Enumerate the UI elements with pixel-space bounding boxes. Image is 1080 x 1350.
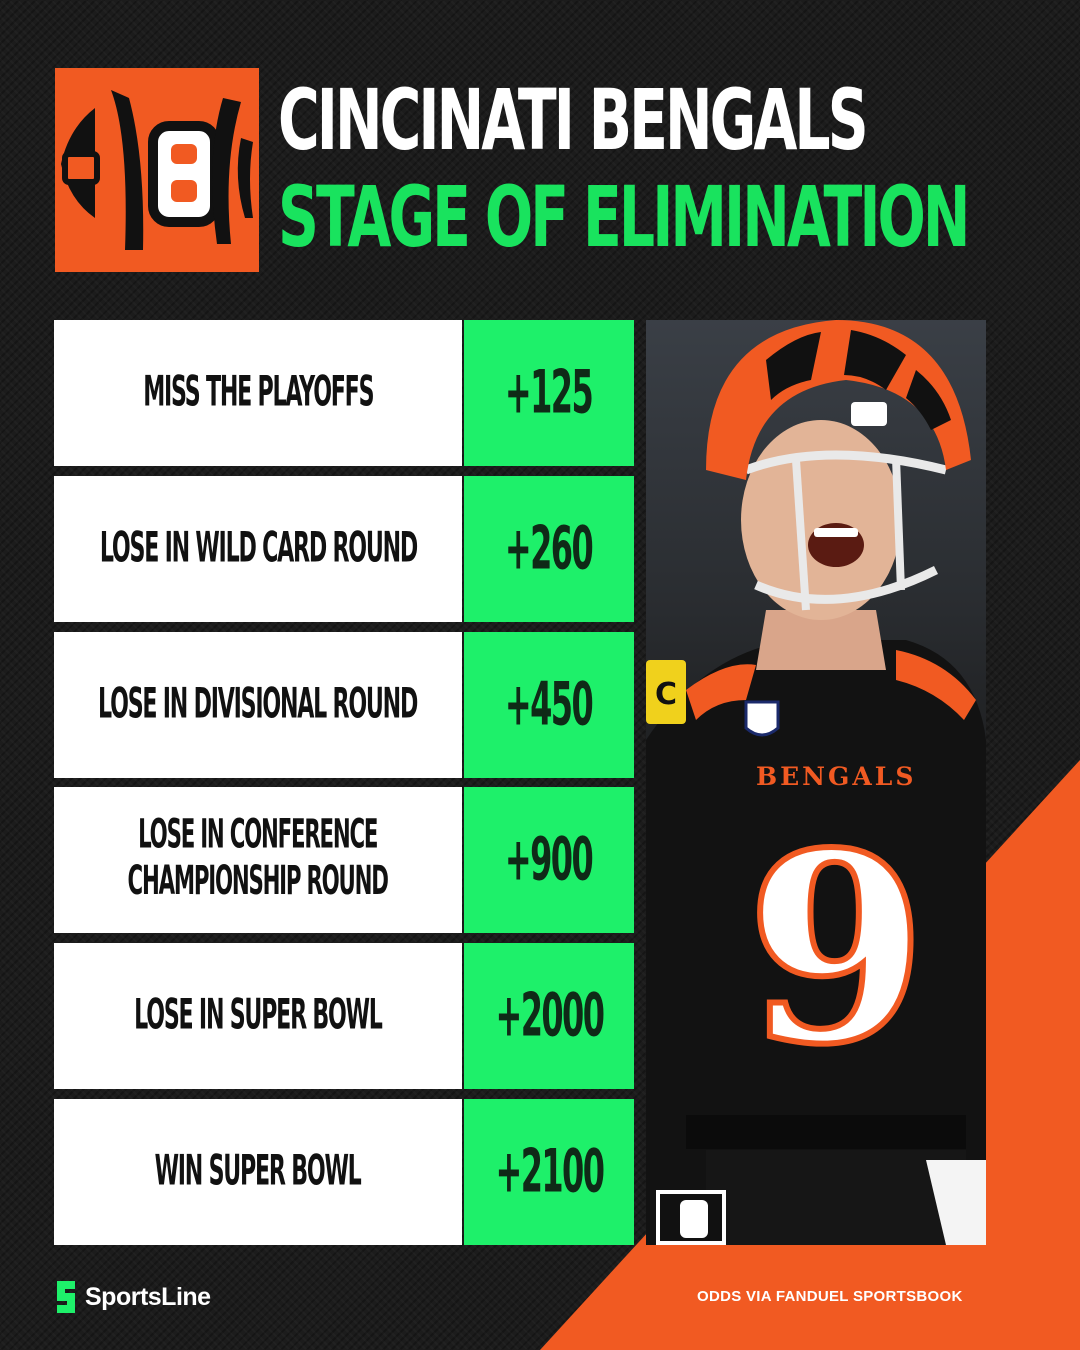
table-row: MISS THE PLAYOFFS +125 xyxy=(54,320,634,466)
outcome-cell: MISS THE PLAYOFFS xyxy=(54,320,462,466)
odds-value: +2100 xyxy=(495,1137,604,1207)
outcome-label: LOSE IN SUPER BOWL xyxy=(134,991,383,1040)
outcome-cell: LOSE IN DIVISIONAL ROUND xyxy=(54,632,462,778)
outcome-label: LOSE IN CONFERENCE CHAMPIONSHIP ROUND xyxy=(127,812,389,905)
outcome-cell: WIN SUPER BOWL xyxy=(54,1099,462,1245)
odds-cell: +900 xyxy=(464,787,634,933)
table-row: LOSE IN DIVISIONAL ROUND +450 xyxy=(54,632,634,778)
outcome-label: WIN SUPER BOWL xyxy=(155,1147,362,1196)
odds-value: +260 xyxy=(505,514,594,584)
odds-table: MISS THE PLAYOFFS +125 LOSE IN WILD CARD… xyxy=(54,320,634,1245)
odds-cell: +450 xyxy=(464,632,634,778)
odds-value: +900 xyxy=(505,825,594,895)
nfl-shield-icon xyxy=(744,700,780,737)
sportsline-s-icon xyxy=(57,1281,75,1313)
bengals-b-logo-icon xyxy=(55,68,259,272)
table-row: WIN SUPER BOWL +2100 xyxy=(54,1099,634,1245)
table-row: LOSE IN SUPER BOWL +2000 xyxy=(54,943,634,1089)
outcome-cell: LOSE IN WILD CARD ROUND xyxy=(54,476,462,622)
table-row: LOSE IN WILD CARD ROUND +260 xyxy=(54,476,634,622)
player-photo: C BENGALS 9 xyxy=(646,320,986,1245)
odds-value: +2000 xyxy=(495,981,604,1051)
page-title: CINCINATI BENGALS xyxy=(278,70,869,170)
odds-cell: +125 xyxy=(464,320,634,466)
outcome-cell: LOSE IN CONFERENCE CHAMPIONSHIP ROUND xyxy=(54,787,462,933)
captain-patch xyxy=(646,660,686,724)
brand-name: SportsLine xyxy=(85,1282,211,1311)
sportsline-brand: SportsLine xyxy=(55,1278,211,1316)
bengals-logo xyxy=(55,68,259,272)
odds-source-note: ODDS VIA FANDUEL SPORTSBOOK xyxy=(697,1288,963,1305)
odds-cell: +2100 xyxy=(464,1099,634,1245)
jersey-number: 9 xyxy=(746,797,927,1102)
table-row: LOSE IN CONFERENCE CHAMPIONSHIP ROUND +9… xyxy=(54,787,634,933)
odds-cell: +2000 xyxy=(464,943,634,1089)
outcome-label: MISS THE PLAYOFFS xyxy=(142,368,374,417)
outcome-label: LOSE IN DIVISIONAL ROUND xyxy=(98,680,418,729)
outcome-cell: LOSE IN SUPER BOWL xyxy=(54,943,462,1089)
captain-patch-letter: C xyxy=(655,677,677,712)
odds-value: +125 xyxy=(505,358,594,428)
odds-value: +450 xyxy=(505,670,594,740)
page-subtitle: STAGE OF ELIMINATION xyxy=(278,167,971,267)
jersey-team-name: BENGALS xyxy=(756,762,916,791)
outcome-label: LOSE IN WILD CARD ROUND xyxy=(99,524,417,573)
odds-cell: +260 xyxy=(464,476,634,622)
